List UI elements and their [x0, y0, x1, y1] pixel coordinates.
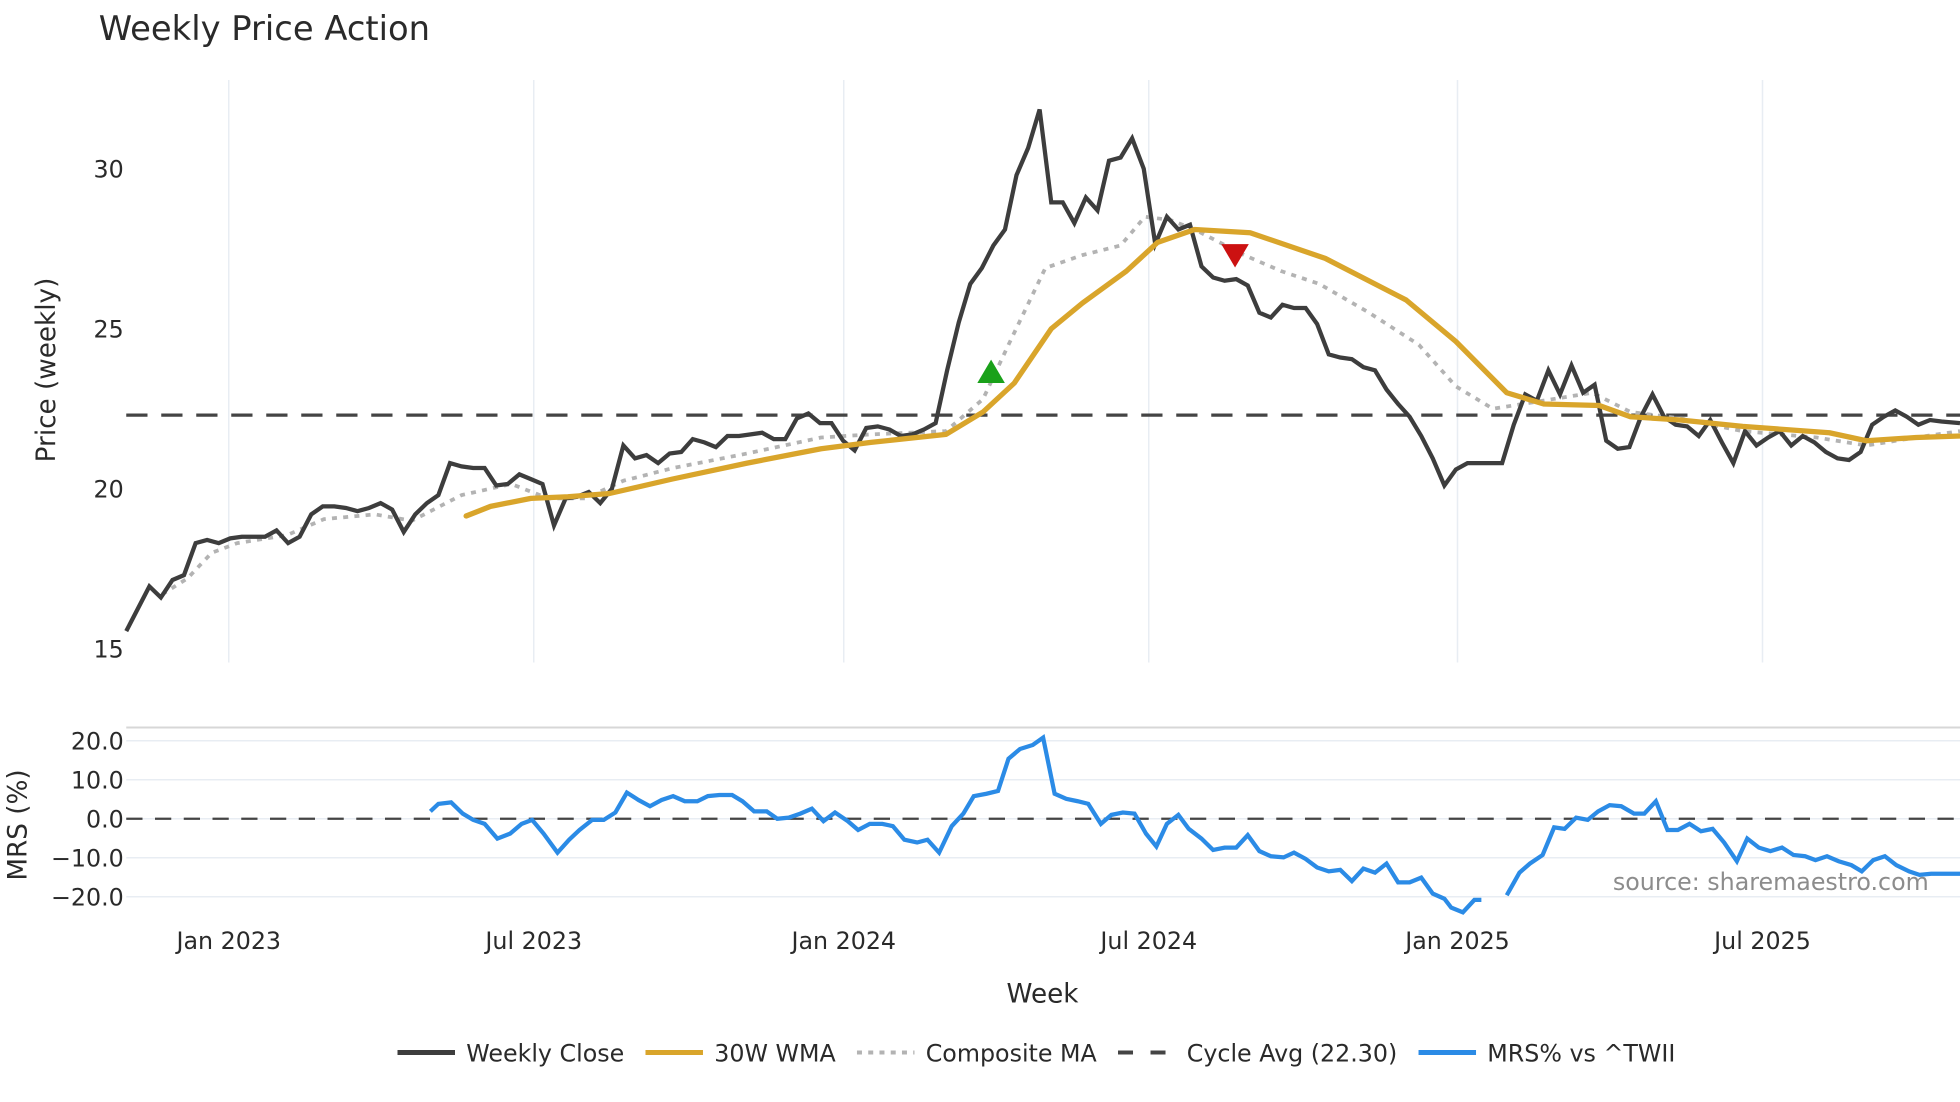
legend-item[interactable]: MRS% vs ^TWII — [1418, 1039, 1676, 1067]
legend-item[interactable]: Weekly Close — [397, 1039, 625, 1067]
mrs-y-tick-label: −10.0 — [51, 845, 124, 873]
x-axis-ticks: Jan 2023 Jul 2023 Jan 2024 Jul 2024 Jan 2025… — [174, 927, 1810, 955]
wma-30w-line — [463, 226, 1960, 519]
price-y-tick-label: 15 — [94, 636, 124, 664]
legend-label: Cycle Avg (22.30) — [1187, 1039, 1398, 1067]
price-y-tick-label: 20 — [94, 476, 124, 504]
legend-label: Weekly Close — [466, 1039, 624, 1067]
legend-item[interactable]: 30W WMA — [645, 1039, 836, 1067]
x-tick-label: Jul 2025 — [1712, 927, 1811, 955]
x-tick-label: Jan 2025 — [1403, 927, 1510, 955]
mrs-series — [428, 734, 1960, 915]
chart-title: Weekly Price Action — [99, 9, 430, 48]
buy-signal-marker — [977, 359, 1005, 383]
price-y-tick-label: 25 — [94, 316, 124, 344]
x-tick-label: Jul 2023 — [483, 927, 582, 955]
price-y-ticks: 15 20 25 30 — [94, 156, 124, 664]
legend-item[interactable]: Composite MA — [856, 1039, 1098, 1067]
x-tick-label: Jul 2024 — [1098, 927, 1197, 955]
chart-legend: Weekly Close 30W WMA Composite MA Cycle Avg… — [397, 1039, 1676, 1067]
price-series — [124, 108, 1960, 633]
price-panel-gridlines — [228, 80, 1764, 663]
mrs-y-axis-label: MRS (%) — [3, 769, 33, 880]
x-tick-label: Jan 2024 — [789, 927, 896, 955]
mrs-y-tick-label: −20.0 — [51, 884, 124, 912]
mrs-line — [1504, 797, 1960, 897]
legend-label: 30W WMA — [714, 1039, 836, 1067]
mrs-y-tick-label: 20.0 — [71, 728, 124, 756]
weekly-close-line — [124, 108, 1960, 633]
composite-ma-line — [161, 214, 1960, 596]
legend-item[interactable]: Cycle Avg (22.30) — [1118, 1039, 1397, 1067]
signal-markers — [977, 244, 1249, 383]
x-tick-label: Jan 2023 — [174, 927, 281, 955]
mrs-y-ticks: 20.0 10.0 0.0 −10.0 −20.0 — [51, 728, 124, 912]
sell-signal-marker — [1221, 244, 1249, 268]
mrs-line — [428, 734, 1482, 915]
x-axis-label: Week — [1007, 980, 1080, 1010]
legend-label: Composite MA — [926, 1039, 1098, 1067]
price-y-tick-label: 30 — [94, 156, 124, 184]
mrs-y-tick-label: 0.0 — [86, 806, 124, 834]
price-y-axis-label: Price (weekly) — [32, 278, 62, 463]
legend-label: MRS% vs ^TWII — [1487, 1039, 1675, 1067]
source-watermark: source: sharemaestro.com — [1613, 868, 1929, 896]
mrs-y-tick-label: 10.0 — [71, 767, 124, 795]
